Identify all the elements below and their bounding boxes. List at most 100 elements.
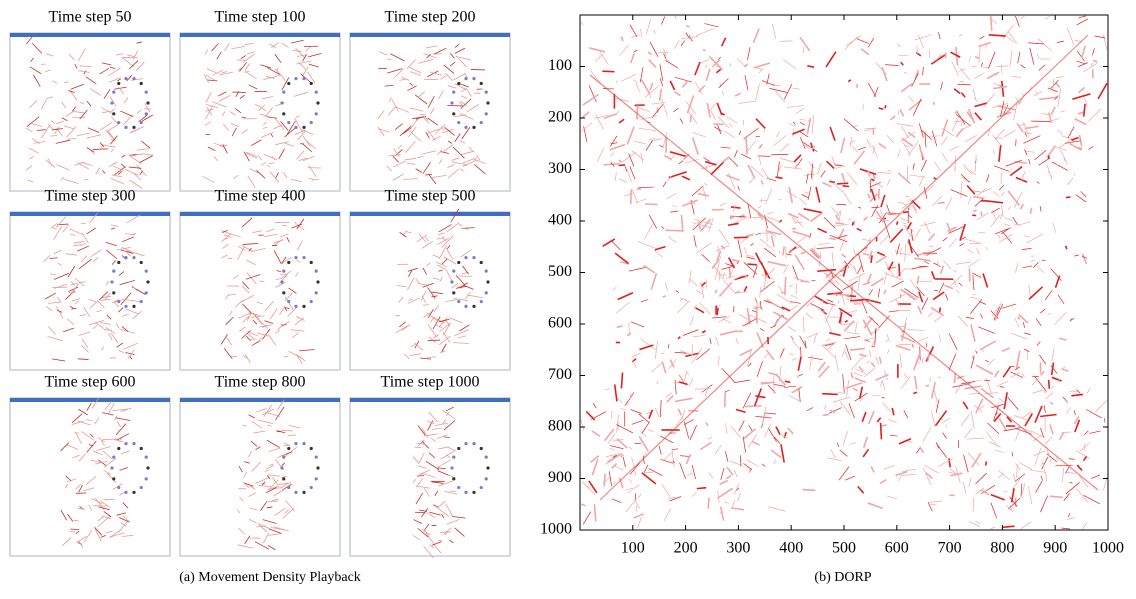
density-stroke: [681, 41, 684, 46]
frame-title: Time step 800: [215, 374, 306, 391]
density-stroke: [614, 466, 624, 470]
density-stroke: [726, 175, 739, 180]
density-stroke: [1061, 528, 1070, 529]
density-stroke: [818, 362, 825, 371]
density-stroke: [632, 353, 641, 357]
density-stroke: [756, 119, 765, 129]
density-stroke: [854, 151, 865, 165]
density-stroke: [663, 296, 666, 297]
density-stroke: [748, 434, 757, 447]
density-stroke: [1021, 522, 1031, 529]
density-stroke: [1051, 269, 1062, 281]
agent-dot: [464, 126, 467, 129]
density-stroke: [715, 290, 717, 293]
density-stroke: [1098, 83, 1107, 99]
density-stroke: [943, 433, 947, 439]
density-stroke: [734, 150, 737, 157]
density-stroke: [1030, 208, 1031, 214]
density-stroke: [704, 183, 707, 186]
density-stroke: [728, 173, 735, 190]
density-stroke: [1008, 397, 1019, 410]
density-stroke: [1001, 64, 1002, 73]
density-stroke: [909, 96, 914, 102]
density-stroke: [956, 129, 963, 137]
density-stroke: [961, 93, 965, 97]
density-stroke: [748, 217, 761, 218]
density-stroke: [838, 392, 846, 394]
density-stroke: [1023, 322, 1024, 328]
frame-border: [350, 398, 510, 556]
density-stroke: [1055, 312, 1067, 324]
density-stroke: [887, 349, 889, 353]
density-stroke: [995, 371, 999, 377]
density-stroke: [810, 213, 822, 222]
density-stroke: [1052, 348, 1054, 362]
density-stroke: [971, 357, 974, 369]
density-stroke: [842, 173, 845, 182]
agent-dot: [472, 126, 475, 129]
density-stroke: [999, 418, 1006, 430]
density-stroke: [990, 527, 995, 528]
density-stroke: [946, 197, 952, 210]
density-stroke: [692, 348, 702, 363]
density-stroke: [932, 131, 937, 147]
density-stroke: [641, 29, 642, 37]
density-stroke: [1045, 436, 1052, 444]
density-stroke: [797, 236, 806, 243]
density-stroke: [908, 330, 924, 331]
density-stroke: [735, 291, 739, 293]
density-stroke: [709, 473, 713, 479]
density-stroke: [710, 338, 711, 344]
density-stroke: [613, 481, 615, 484]
density-stroke: [959, 34, 962, 36]
density-stroke: [788, 214, 798, 218]
density-stroke: [959, 283, 963, 286]
density-stroke: [764, 248, 776, 257]
frame: [180, 33, 340, 191]
density-stroke: [732, 500, 735, 507]
density-stroke: [625, 166, 627, 171]
density-stroke: [892, 408, 894, 415]
density-stroke: [844, 337, 860, 339]
density-stroke: [791, 336, 794, 340]
frame-title: Time step 400: [215, 188, 306, 205]
density-stroke: [943, 238, 948, 242]
diagonal-road: [590, 75, 1098, 490]
density-stroke: [793, 88, 800, 89]
density-stroke: [863, 449, 868, 457]
density-stroke: [581, 123, 592, 132]
density-stroke: [931, 411, 934, 426]
density-stroke: [764, 413, 776, 414]
density-stroke: [733, 205, 735, 211]
density-stroke: [1066, 472, 1076, 473]
density-stroke: [949, 239, 956, 248]
density-stroke: [864, 368, 875, 377]
density-stroke: [959, 81, 963, 82]
density-stroke: [1023, 266, 1032, 268]
density-stroke: [837, 183, 848, 184]
density-stroke: [770, 326, 776, 328]
density-stroke: [785, 277, 786, 295]
density-stroke: [913, 392, 917, 393]
density-stroke: [968, 196, 970, 204]
density-stroke: [589, 48, 605, 52]
density-stroke: [776, 132, 779, 137]
density-stroke: [745, 275, 746, 279]
density-stroke: [871, 467, 874, 473]
density-stroke: [976, 350, 978, 353]
density-stroke: [773, 384, 785, 386]
y-tick-label: 200: [548, 109, 572, 126]
density-stroke: [670, 81, 674, 90]
density-stroke: [1084, 104, 1085, 117]
density-stroke: [1048, 313, 1051, 314]
density-stroke: [932, 196, 942, 206]
density-stroke: [719, 282, 731, 296]
agent-dot: [316, 101, 319, 104]
density-stroke: [620, 409, 626, 410]
density-stroke: [832, 156, 835, 165]
density-stroke: [988, 423, 999, 434]
density-stroke: [1074, 173, 1076, 176]
density-stroke: [878, 173, 891, 174]
density-stroke: [581, 420, 584, 431]
